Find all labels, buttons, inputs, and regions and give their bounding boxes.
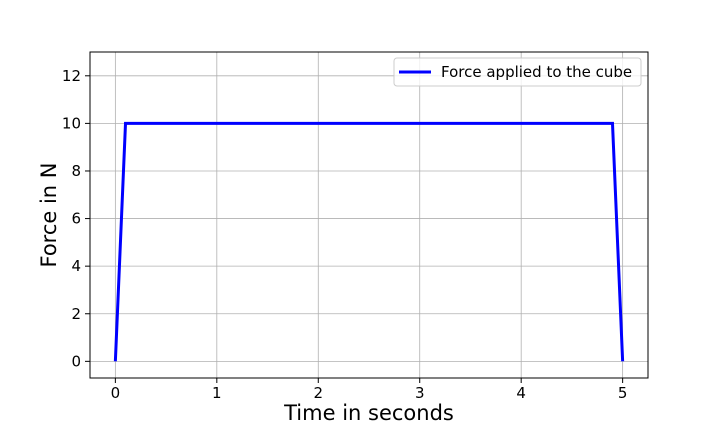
y-tick-label: 6 [71,210,81,228]
series-line [113,121,625,362]
x-tick-label: 3 [415,384,425,402]
x-tick-label: 2 [313,384,323,402]
y-tick-label: 8 [71,162,81,180]
legend-entry-label: Force applied to the cube [441,63,632,81]
legend-box [393,57,642,87]
grid [90,52,648,378]
legend: Force applied to the cube [393,57,642,87]
x-tick-label: 5 [618,384,628,402]
x-tick-label: 1 [212,384,222,402]
y-tick-label: 10 [62,114,81,132]
x-tick-label: 0 [111,384,121,402]
x-axis-label: Time in seconds [283,401,454,425]
x-tick-label: 4 [516,384,526,402]
plot-frame [89,51,649,379]
y-tick-label: 4 [71,257,81,275]
y-tick-label: 12 [62,67,81,85]
y-axis-label: Force in N [37,162,61,267]
series-layer [113,121,625,362]
y-tick-label: 2 [71,305,81,323]
y-tick-label: 0 [71,352,81,370]
